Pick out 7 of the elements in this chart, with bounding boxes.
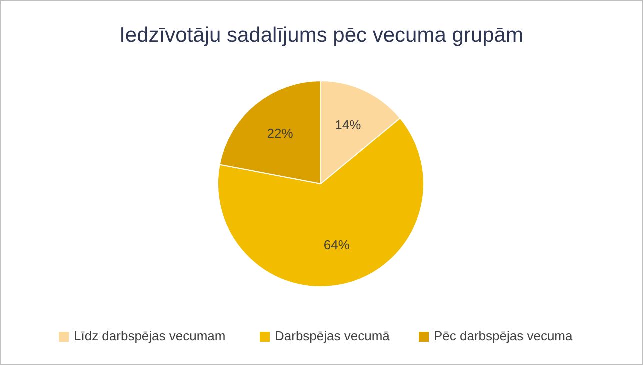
legend-label: Pēc darbspējas vecuma [434, 328, 574, 344]
chart-title: Iedzīvotāju sadalījums pēc vecuma grupām [120, 24, 524, 47]
data-label: 64% [324, 237, 350, 252]
data-label: 14% [335, 118, 362, 133]
legend-label: Darbspējas vecumā [275, 328, 391, 344]
data-label: 22% [267, 126, 294, 142]
legend-label: Līdz darbspējas vecumam [74, 328, 226, 344]
